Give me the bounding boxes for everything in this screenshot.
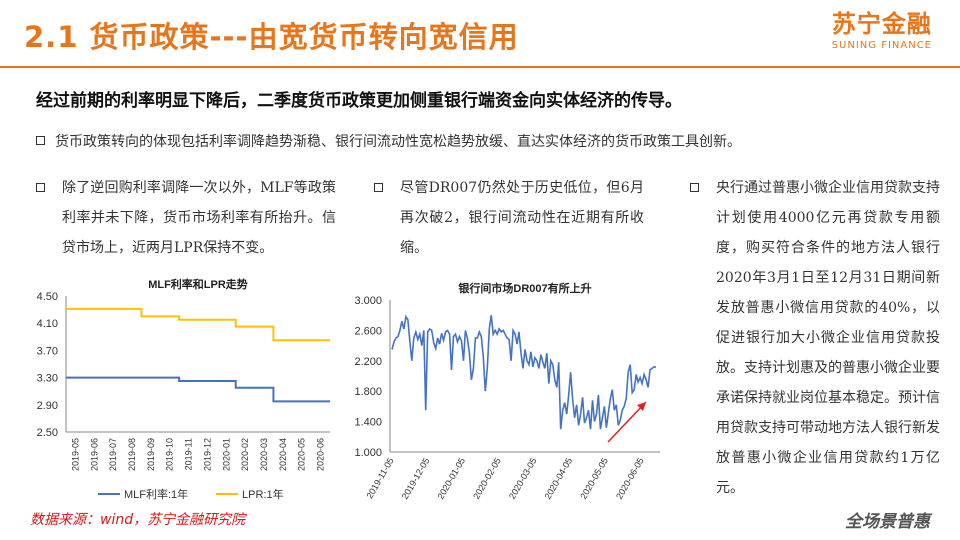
y-tick-label: 2.200 bbox=[354, 356, 382, 368]
column-text: 尽管DR007仍然处于历史低位，但6月再次破2，银行间流动性在近期有所收缩。 bbox=[400, 180, 644, 256]
page-title: 2.1 货币政策---由宽货币转向宽信用 bbox=[24, 20, 519, 54]
x-tick-label: 2019-11 bbox=[184, 438, 194, 470]
legend-label: MLF利率:1年 bbox=[124, 487, 188, 501]
x-tick-label: 2019-05 bbox=[70, 438, 80, 471]
column-dr007: 尽管DR007仍然处于历史低位，但6月再次破2，银行间流动性在近期有所收缩。 bbox=[374, 173, 644, 263]
dr007-chart: 银行间市场DR007有所上升 1.000 1.400 1.800 2.200 2.600 3… bbox=[354, 281, 660, 501]
y-tick-label: 1.400 bbox=[354, 417, 382, 429]
x-tick-label: 2020-05 bbox=[297, 438, 307, 471]
x-tick-label: 2020-02 bbox=[240, 438, 250, 471]
y-tick-label: 3.30 bbox=[37, 373, 58, 385]
column-text: 央行通过普惠小微企业信用贷款支持计划使用4000亿元再贷款专用额度，购买符合条件… bbox=[716, 180, 940, 496]
bullet-box-icon bbox=[36, 183, 45, 192]
brand-logo: 苏宁金融 SUNING FINANCE bbox=[832, 10, 932, 51]
x-tick-label: 2019-10 bbox=[165, 438, 175, 471]
x-tick-label: 2020-02-05 bbox=[471, 456, 503, 501]
trend-arrow bbox=[607, 401, 647, 443]
x-tick-label: 2019-07 bbox=[108, 438, 118, 471]
y-tick-label: 4.10 bbox=[37, 318, 58, 330]
header-divider bbox=[0, 66, 960, 68]
y-tick-label: 4.50 bbox=[37, 291, 58, 303]
x-tick-label: 2019-06 bbox=[89, 438, 99, 471]
chart-title: 银行间市场DR007有所上升 bbox=[458, 281, 591, 295]
bullet-box-icon bbox=[374, 183, 383, 192]
y-tick-label: 3.000 bbox=[354, 295, 382, 307]
x-tick-label: 2020-03 bbox=[259, 438, 269, 471]
legend-label: LPR:1年 bbox=[242, 487, 284, 501]
series-line-MLF利率:1年 bbox=[66, 376, 330, 403]
x-tick-label: 2020-05-05 bbox=[578, 456, 610, 501]
logo-cn-text: 苏宁金融 bbox=[831, 10, 932, 38]
y-tick-label: 3.70 bbox=[37, 345, 58, 357]
x-tick-label: 2020-01-05 bbox=[435, 456, 467, 501]
x-tick-label: 2019-08 bbox=[127, 438, 137, 471]
y-tick-label: 1.000 bbox=[354, 447, 382, 459]
data-source-note: 数据来源：wind，苏宁金融研究院 bbox=[30, 512, 246, 528]
lead-sentence: 经过前期的利率明显下降后，二季度货币政策更加侧重银行端资金向实体经济的传导。 bbox=[36, 91, 682, 111]
trend-arrow-head bbox=[637, 402, 646, 411]
x-tick-label: 2020-04 bbox=[278, 438, 288, 471]
slogan: 全场景普惠 bbox=[845, 512, 930, 532]
column-policy-rates: 除了逆回购利率调降一次以外，MLF等政策利率并未下降，货币市场利率有所抬升。信贷… bbox=[36, 173, 336, 263]
chart-title: MLF利率和LPR走势 bbox=[148, 277, 248, 291]
y-tick-label: 2.600 bbox=[354, 325, 382, 337]
main-bullet-text: 货币政策转向的体现包括利率调降趋势渐稳、银行间流动性宽松趋势放缓、直达实体经济的… bbox=[55, 134, 741, 150]
logo-en-text: SUNING FINANCE bbox=[831, 40, 932, 51]
y-tick-label: 1.800 bbox=[354, 386, 382, 398]
mlf-lpr-chart: MLF利率和LPR走势 2.50 2.90 3.30 3.70 4.10 4.50 2019-… bbox=[37, 277, 330, 501]
x-tick-label: 2020-06 bbox=[316, 438, 326, 471]
x-tick-label: 2020-06-05 bbox=[614, 456, 646, 501]
x-tick-label: 2019-11-05 bbox=[364, 456, 395, 500]
bullet-box-icon bbox=[690, 183, 699, 192]
x-tick-label: 2019-09 bbox=[146, 438, 156, 471]
column-relending: 央行通过普惠小微企业信用贷款支持计划使用4000亿元再贷款专用额度，购买符合条件… bbox=[690, 173, 940, 503]
x-tick-label: 2020-01 bbox=[221, 438, 231, 471]
main-bullet: 货币政策转向的体现包括利率调降趋势渐稳、银行间流动性宽松趋势放缓、直达实体经济的… bbox=[36, 128, 741, 156]
x-tick-label: 2019-12 bbox=[202, 438, 212, 471]
x-tick-label: 2019-12-05 bbox=[400, 456, 432, 501]
series-line-LPR:1年 bbox=[66, 307, 330, 342]
series-line-dr007 bbox=[391, 314, 656, 430]
x-tick-label: 2020-03-05 bbox=[507, 456, 539, 501]
x-tick-label: 2020-04-05 bbox=[543, 456, 575, 501]
column-text: 除了逆回购利率调降一次以外，MLF等政策利率并未下降，货币市场利率有所抬升。信贷… bbox=[62, 180, 336, 256]
y-tick-label: 2.50 bbox=[37, 427, 58, 439]
y-tick-label: 2.90 bbox=[37, 400, 58, 412]
bullet-box-icon bbox=[36, 136, 45, 145]
